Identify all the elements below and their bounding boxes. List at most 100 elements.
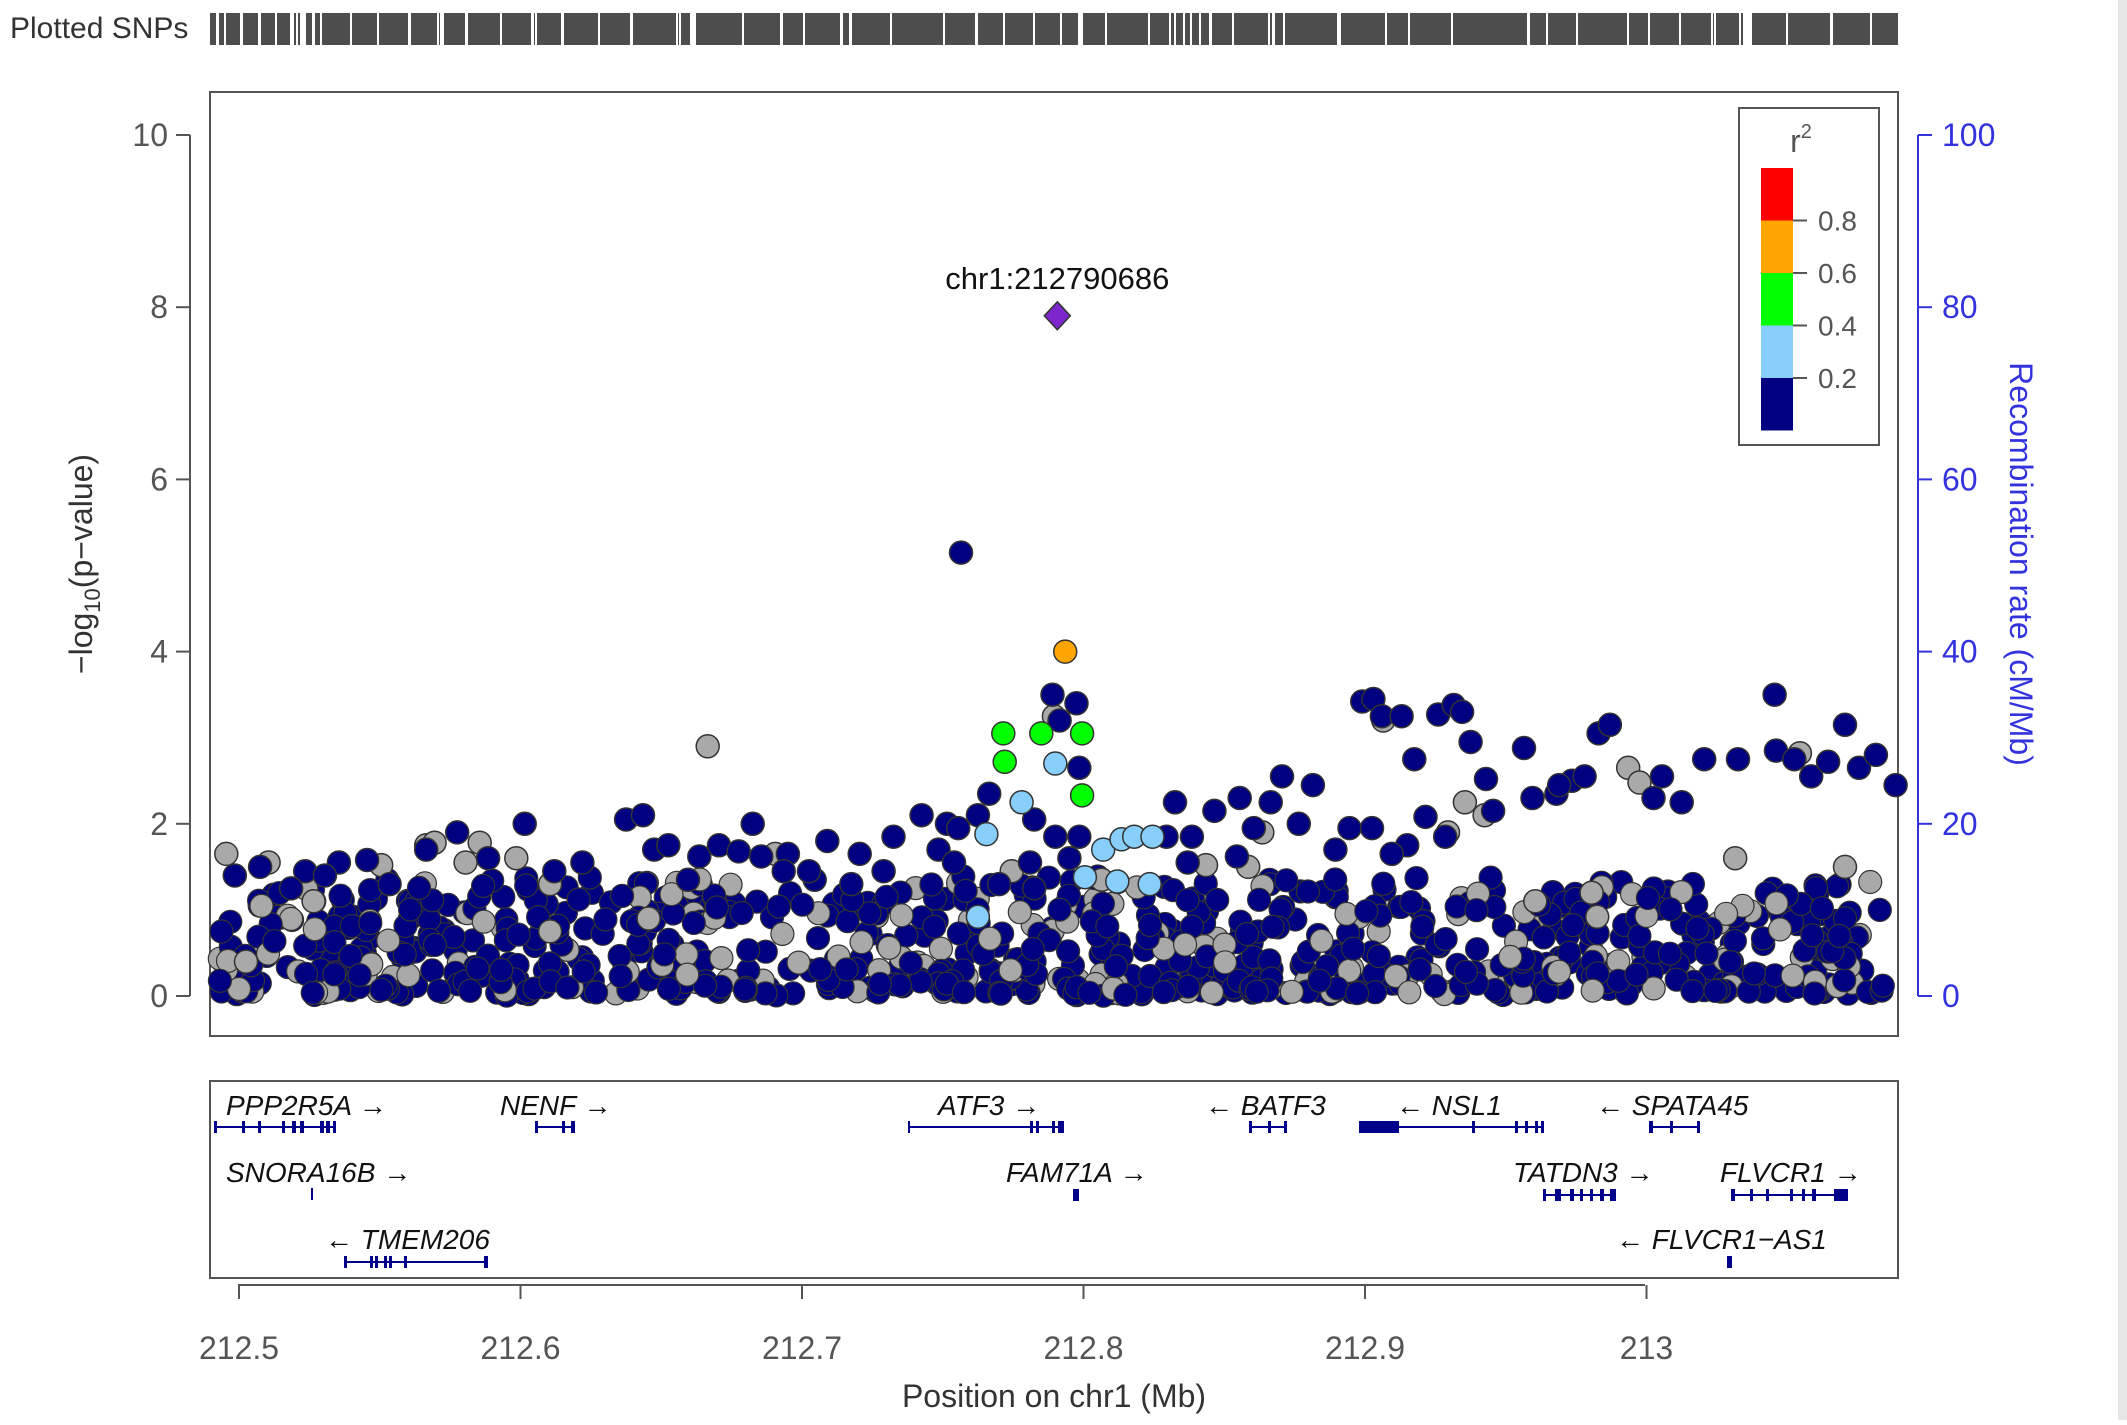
y-label-sub: 10 [80,588,105,612]
snp-point-r2-0-0-2 [278,876,304,901]
strip-gap [1080,13,1083,45]
snp-point [1295,879,1321,904]
snp-point-r2-0-0-2 [726,839,751,864]
snp-point [1234,921,1260,947]
snp-point-r2-0-0-2 [570,850,595,875]
snp-point [766,894,791,919]
snp-point [1767,917,1793,942]
snp-point-no-ld [1452,790,1478,815]
strip-gap [1746,13,1749,45]
snp-point [877,935,902,960]
snp-point [392,942,417,967]
snp-point [656,976,682,1001]
nsl1-track-exon [1472,1121,1475,1133]
strip-gap [1268,13,1270,45]
snp-point-r2-0-0-2 [1520,785,1545,811]
gene-direction: → [383,1157,411,1188]
strip-gap [676,13,678,45]
snp-point [426,978,451,1003]
plotted-snps-gaps [216,13,1872,45]
snp-point [1095,914,1120,939]
snp-point-no-ld [1832,854,1858,880]
strip-gap [442,13,444,45]
snp-point-r2-0-0-2 [976,781,1002,806]
gene-direction: ← [325,1224,353,1255]
strip-gap [1648,13,1650,45]
snp-point-r2-0-0-2 [1286,811,1312,837]
tmem206-track-exon [484,1256,488,1268]
snp-point [369,977,394,1002]
y-tick-label: 10 [132,117,168,153]
snp-point [1433,926,1458,952]
snp-point-r2-0-0-2 [656,833,681,858]
snp-point [1407,957,1432,982]
snp-point-r2-0-0-2 [1379,841,1404,867]
y2-tick-label: 60 [1942,461,1978,497]
gene-direction: → [1012,1090,1040,1121]
snp-point [953,878,978,904]
flvcr1-track-exon [1750,1189,1753,1201]
y2-axis-label: Recombination rate (cM/Mb) [2003,362,2039,766]
strip-gap [296,13,298,45]
snp-point [1703,978,1728,1004]
snp-point [889,903,914,928]
atf3-track-exon [1058,1121,1064,1133]
nsl1-track-exon [1515,1121,1518,1133]
strip-gap [1283,13,1285,45]
snp-point-r2-0-0-2 [512,811,537,837]
gene-direction: ← [1616,1224,1644,1255]
gene-name: FLVCR1 [1720,1157,1826,1188]
strip-gap [275,13,277,45]
strip-gap [1060,13,1062,45]
snp-point-r2-0-0-2 [1883,772,1908,798]
y-axis-label: −log10(p−value) [63,454,105,674]
snp-point-r2-0-0-2 [1669,790,1694,815]
snp-point [1151,979,1176,1005]
strip-gap [1183,13,1185,45]
strip-gap [531,13,534,45]
strip-gap [742,13,744,45]
strip-gap [693,13,696,45]
legend-bin [1761,220,1793,273]
gene-label-batf3: ← BATF3 [1205,1090,1326,1121]
snp-point [951,980,977,1005]
strip-gap [312,13,315,45]
snp-point [786,950,811,975]
snp-point [659,882,684,907]
snp-point-r2-0-4-0-6 [1029,721,1054,746]
snp-point [704,895,730,920]
snp-point [1113,982,1138,1007]
strip-gap [1190,13,1192,45]
strip-gap [803,13,805,45]
strip-gap [1739,13,1741,45]
strip-gap [1870,13,1872,45]
legend-tick-label: 0.2 [1818,363,1857,394]
strip-gap [1786,13,1788,45]
spata45-track-exon [1670,1121,1673,1133]
snp-point-r2-0-0-2 [1458,729,1483,755]
snp-point-no-ld [537,919,563,944]
snp-point-r2-0-2-0-4 [1009,790,1034,815]
gene-label-flvcr1-as1: ← FLVCR1−AS1 [1616,1224,1827,1255]
nsl1-track-exon [1541,1121,1544,1133]
snp-point [1802,981,1827,1006]
snp-point-r2-0-0-2 [1832,712,1858,738]
y2-tick-label: 80 [1942,289,1978,325]
snp-point [652,942,677,967]
snp-point [1464,898,1489,923]
snp-point-r2-0-4-0-6 [992,749,1017,775]
legend-ticks: 0.2 0.4 0.6 0.8 [1793,206,1857,394]
snp-point-r2-0-2-0-4 [1090,837,1116,862]
atf3-track-exon [1052,1121,1055,1133]
snp-point-r2-0-0-2 [1413,804,1438,830]
snp-point-no-ld [695,734,720,759]
snp-point [609,883,635,909]
strip-gap [1272,13,1275,45]
snp-point [1800,923,1825,948]
nsl1-track-exon [1535,1121,1538,1133]
snp-point [406,875,432,901]
gene-direction: → [359,1090,387,1121]
snp-point-r2-0-0-2 [1224,844,1250,869]
snp-point-r2-0-0-2 [1511,735,1537,761]
ppp2r5a-track-exon [282,1121,285,1133]
